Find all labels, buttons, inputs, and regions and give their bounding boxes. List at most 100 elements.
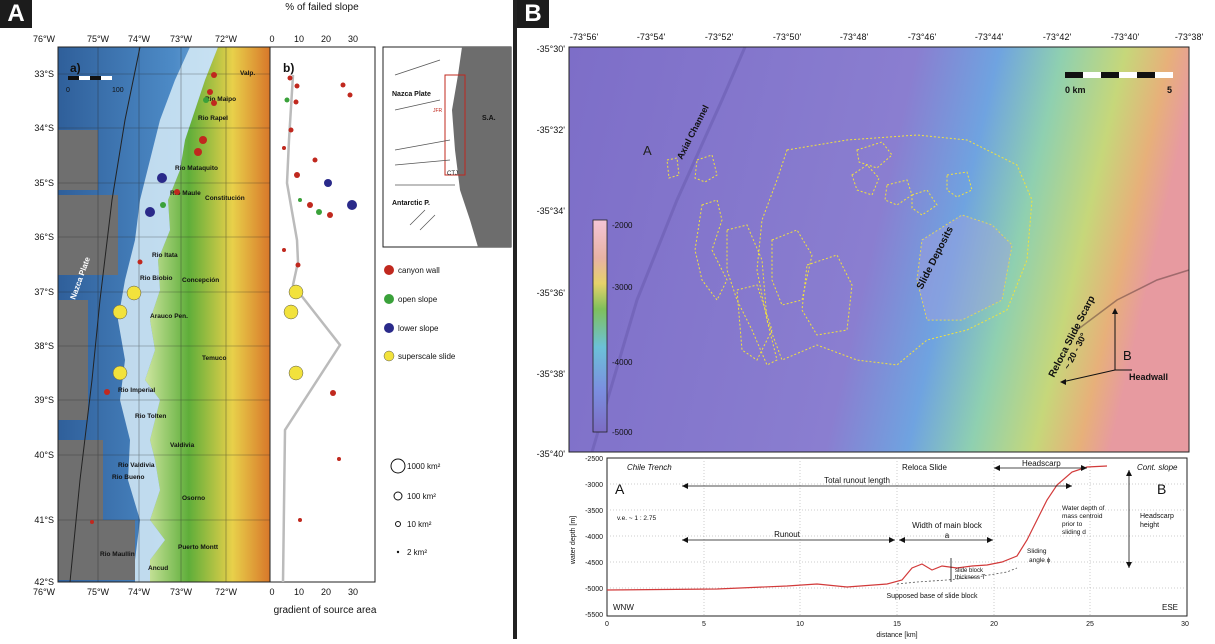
- bathymetry-map: [569, 47, 1189, 452]
- lat-tick: 39°S: [34, 395, 54, 405]
- map-lat-ticks: 33°S 34°S 35°S 36°S 37°S 38°S 39°S 40°S …: [34, 69, 54, 587]
- colorbar-tick: -3000: [612, 283, 633, 292]
- legend-label: open slope: [398, 295, 438, 304]
- ese-label: ESE: [1162, 603, 1178, 612]
- marker-superscale-slide: [127, 286, 141, 300]
- lon-tick: -73°54': [637, 32, 666, 42]
- profile-x-tick: 5: [702, 621, 706, 628]
- profile-y-tick: -3500: [585, 508, 603, 515]
- lon-tick: -73°40': [1111, 32, 1140, 42]
- profile-bottom-tick: 20: [321, 587, 331, 597]
- water-depth-note: sliding d: [1062, 529, 1086, 536]
- inset-label: Antarctic P.: [392, 200, 430, 207]
- headscarp-label: Headscarp: [1022, 459, 1061, 468]
- profile-y-tick: -2500: [585, 456, 603, 463]
- profile-bottom-tick: 30: [348, 587, 358, 597]
- headscarp-height-label: Headscarp: [1140, 513, 1174, 520]
- marker-lower-slope: [145, 207, 155, 217]
- panel-a: a) 0 10 0 76°W 75°W 74°W 73°W 72°W 76°W 7…: [0, 0, 513, 639]
- reloca-slide-label: Reloca Slide: [902, 463, 947, 472]
- inset-label: Nazca Plate: [392, 91, 431, 98]
- marker-canyon-wall: [90, 520, 94, 524]
- place-label: Ancud: [148, 565, 168, 572]
- profile-x-tick: 15: [893, 621, 901, 628]
- inset-label: S.A.: [482, 115, 496, 122]
- profile-y-tick: -3000: [585, 482, 603, 489]
- profile-point-b: B: [1123, 348, 1132, 363]
- lon-tick: -73°52': [705, 32, 734, 42]
- marker-legend: canyon wall open slope lower slope super…: [384, 265, 456, 557]
- place-label: Concepción: [182, 277, 219, 284]
- profile-point-a: A: [643, 143, 652, 158]
- lat-tick: 42°S: [34, 577, 54, 587]
- marker-superscale-slide: [113, 305, 127, 319]
- lon-tick: -73°38': [1175, 32, 1204, 42]
- panel-b-figure: -73°56' -73°54' -73°52' -73°50' -73°48' …: [517, 0, 1215, 639]
- profile-top-axis-title: % of failed slope: [285, 2, 359, 13]
- place-label: Rio Biobio: [140, 275, 173, 282]
- marker-canyon-wall: [174, 189, 180, 195]
- size-legend-1000: [391, 459, 405, 473]
- marker-superscale-slide: [113, 366, 127, 380]
- lon-tick: -73°44': [975, 32, 1004, 42]
- place-label: Valp.: [240, 70, 255, 77]
- size-legend-10: [396, 522, 401, 527]
- profile-b-label: B: [1157, 481, 1166, 497]
- lon-tick: -73°50': [773, 32, 802, 42]
- runout-label: Runout: [774, 530, 801, 539]
- place-label: Rio Bueno: [112, 474, 145, 481]
- legend-label: superscale slide: [398, 352, 456, 361]
- slide-thickness-label: thickness T: [955, 575, 986, 581]
- size-legend-2: [397, 551, 399, 553]
- water-depth-note: mass centroid: [1062, 513, 1103, 520]
- profile-x-tick: 10: [796, 621, 804, 628]
- marker-canyon-wall: [104, 389, 110, 395]
- place-label: Rio Tolten: [135, 413, 166, 420]
- lat-tick: 41°S: [34, 515, 54, 525]
- marker-open-slope: [203, 97, 209, 103]
- profile-y-tick: -5500: [585, 612, 603, 619]
- place-label: Arauco Pen.: [150, 313, 188, 320]
- scale-label-left: 0 km: [1065, 85, 1086, 95]
- cross-section-profile: -2500 -3000 -3500 -4000 -4500 -5000 -550…: [570, 456, 1189, 639]
- inset-map: Nazca Plate S.A. CTJ Antarctic P. JFR: [383, 47, 511, 247]
- legend-label: canyon wall: [398, 266, 440, 275]
- marker-canyon-wall: [199, 136, 207, 144]
- profile-top-tick: 0: [269, 34, 274, 44]
- place-label: Valdivia: [170, 442, 195, 449]
- lon-tick: -73°48': [840, 32, 869, 42]
- map-sublabel: a): [70, 61, 81, 75]
- panel-b: -73°56' -73°54' -73°52' -73°50' -73°48' …: [517, 0, 1215, 639]
- map-b-lon-ticks: -73°56' -73°54' -73°52' -73°50' -73°48' …: [570, 32, 1204, 42]
- water-depth-note: prior to: [1062, 521, 1083, 528]
- profile-x-title: distance [km]: [876, 632, 917, 639]
- supposed-base-label: Supposed base of slide block: [886, 593, 978, 600]
- profile-y-tick: -5000: [585, 586, 603, 593]
- place-label: Rio Mataquito: [175, 165, 218, 172]
- slide-thickness-label: slide block: [955, 568, 984, 574]
- panel-a-figure: a) 0 10 0 76°W 75°W 74°W 73°W 72°W 76°W 7…: [0, 0, 513, 639]
- lon-tick: 73°W: [170, 34, 193, 44]
- profile-top-tick: 10: [294, 34, 304, 44]
- inset-label: CTJ: [447, 171, 458, 177]
- legend-label: lower slope: [398, 324, 439, 333]
- scale-label-right: 5: [1167, 85, 1172, 95]
- profile-top-tick: 30: [348, 34, 358, 44]
- profile-bottom-tick: 10: [294, 587, 304, 597]
- marker-canyon-wall: [138, 260, 143, 265]
- lon-tick: 76°W: [33, 587, 56, 597]
- map-b-lat-ticks: -35°30' -35°32' -35°34' -35°36' -35°38' …: [537, 44, 566, 459]
- profile-bottom-tick: 0: [269, 587, 274, 597]
- profile-y-tick: -4000: [585, 534, 603, 541]
- lat-tick: 40°S: [34, 450, 54, 460]
- colorbar-tick: -4000: [612, 358, 633, 367]
- map-lon-ticks-bottom: 76°W 75°W 74°W 73°W 72°W: [33, 587, 238, 597]
- lat-tick: -35°34': [537, 206, 566, 216]
- profile-y-tick: -4500: [585, 560, 603, 567]
- ve-label: v.e. ~ 1 : 2.75: [617, 515, 656, 522]
- lon-tick: -73°56': [570, 32, 599, 42]
- colorbar-tick: -2000: [612, 221, 633, 230]
- place-label: Rio Maipo: [205, 96, 236, 103]
- sliding-angle-label: Sliding: [1027, 548, 1047, 555]
- size-legend-label: 1000 km²: [407, 462, 441, 471]
